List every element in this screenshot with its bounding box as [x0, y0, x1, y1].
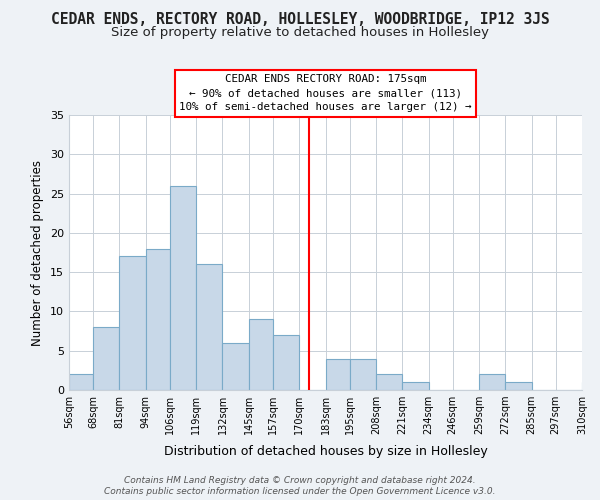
Bar	[69, 374, 93, 390]
X-axis label: Distribution of detached houses by size in Hollesley: Distribution of detached houses by size …	[164, 446, 487, 458]
Text: Contains public sector information licensed under the Open Government Licence v3: Contains public sector information licen…	[104, 488, 496, 496]
Bar	[93, 327, 119, 390]
Bar	[273, 335, 299, 390]
Text: CEDAR ENDS RECTORY ROAD: 175sqm
← 90% of detached houses are smaller (113)
10% o: CEDAR ENDS RECTORY ROAD: 175sqm ← 90% of…	[179, 74, 472, 112]
Text: Contains HM Land Registry data © Crown copyright and database right 2024.: Contains HM Land Registry data © Crown c…	[124, 476, 476, 485]
Bar	[479, 374, 505, 390]
Bar	[119, 256, 146, 390]
Bar	[196, 264, 223, 390]
Bar	[505, 382, 532, 390]
Bar	[146, 248, 170, 390]
Bar	[325, 358, 350, 390]
Y-axis label: Number of detached properties: Number of detached properties	[31, 160, 44, 346]
Bar	[376, 374, 402, 390]
Bar	[350, 358, 376, 390]
Bar	[170, 186, 196, 390]
Bar	[402, 382, 428, 390]
Bar	[582, 382, 600, 390]
Text: CEDAR ENDS, RECTORY ROAD, HOLLESLEY, WOODBRIDGE, IP12 3JS: CEDAR ENDS, RECTORY ROAD, HOLLESLEY, WOO…	[50, 12, 550, 28]
Bar	[223, 343, 249, 390]
Text: Size of property relative to detached houses in Hollesley: Size of property relative to detached ho…	[111, 26, 489, 39]
Bar	[249, 320, 273, 390]
